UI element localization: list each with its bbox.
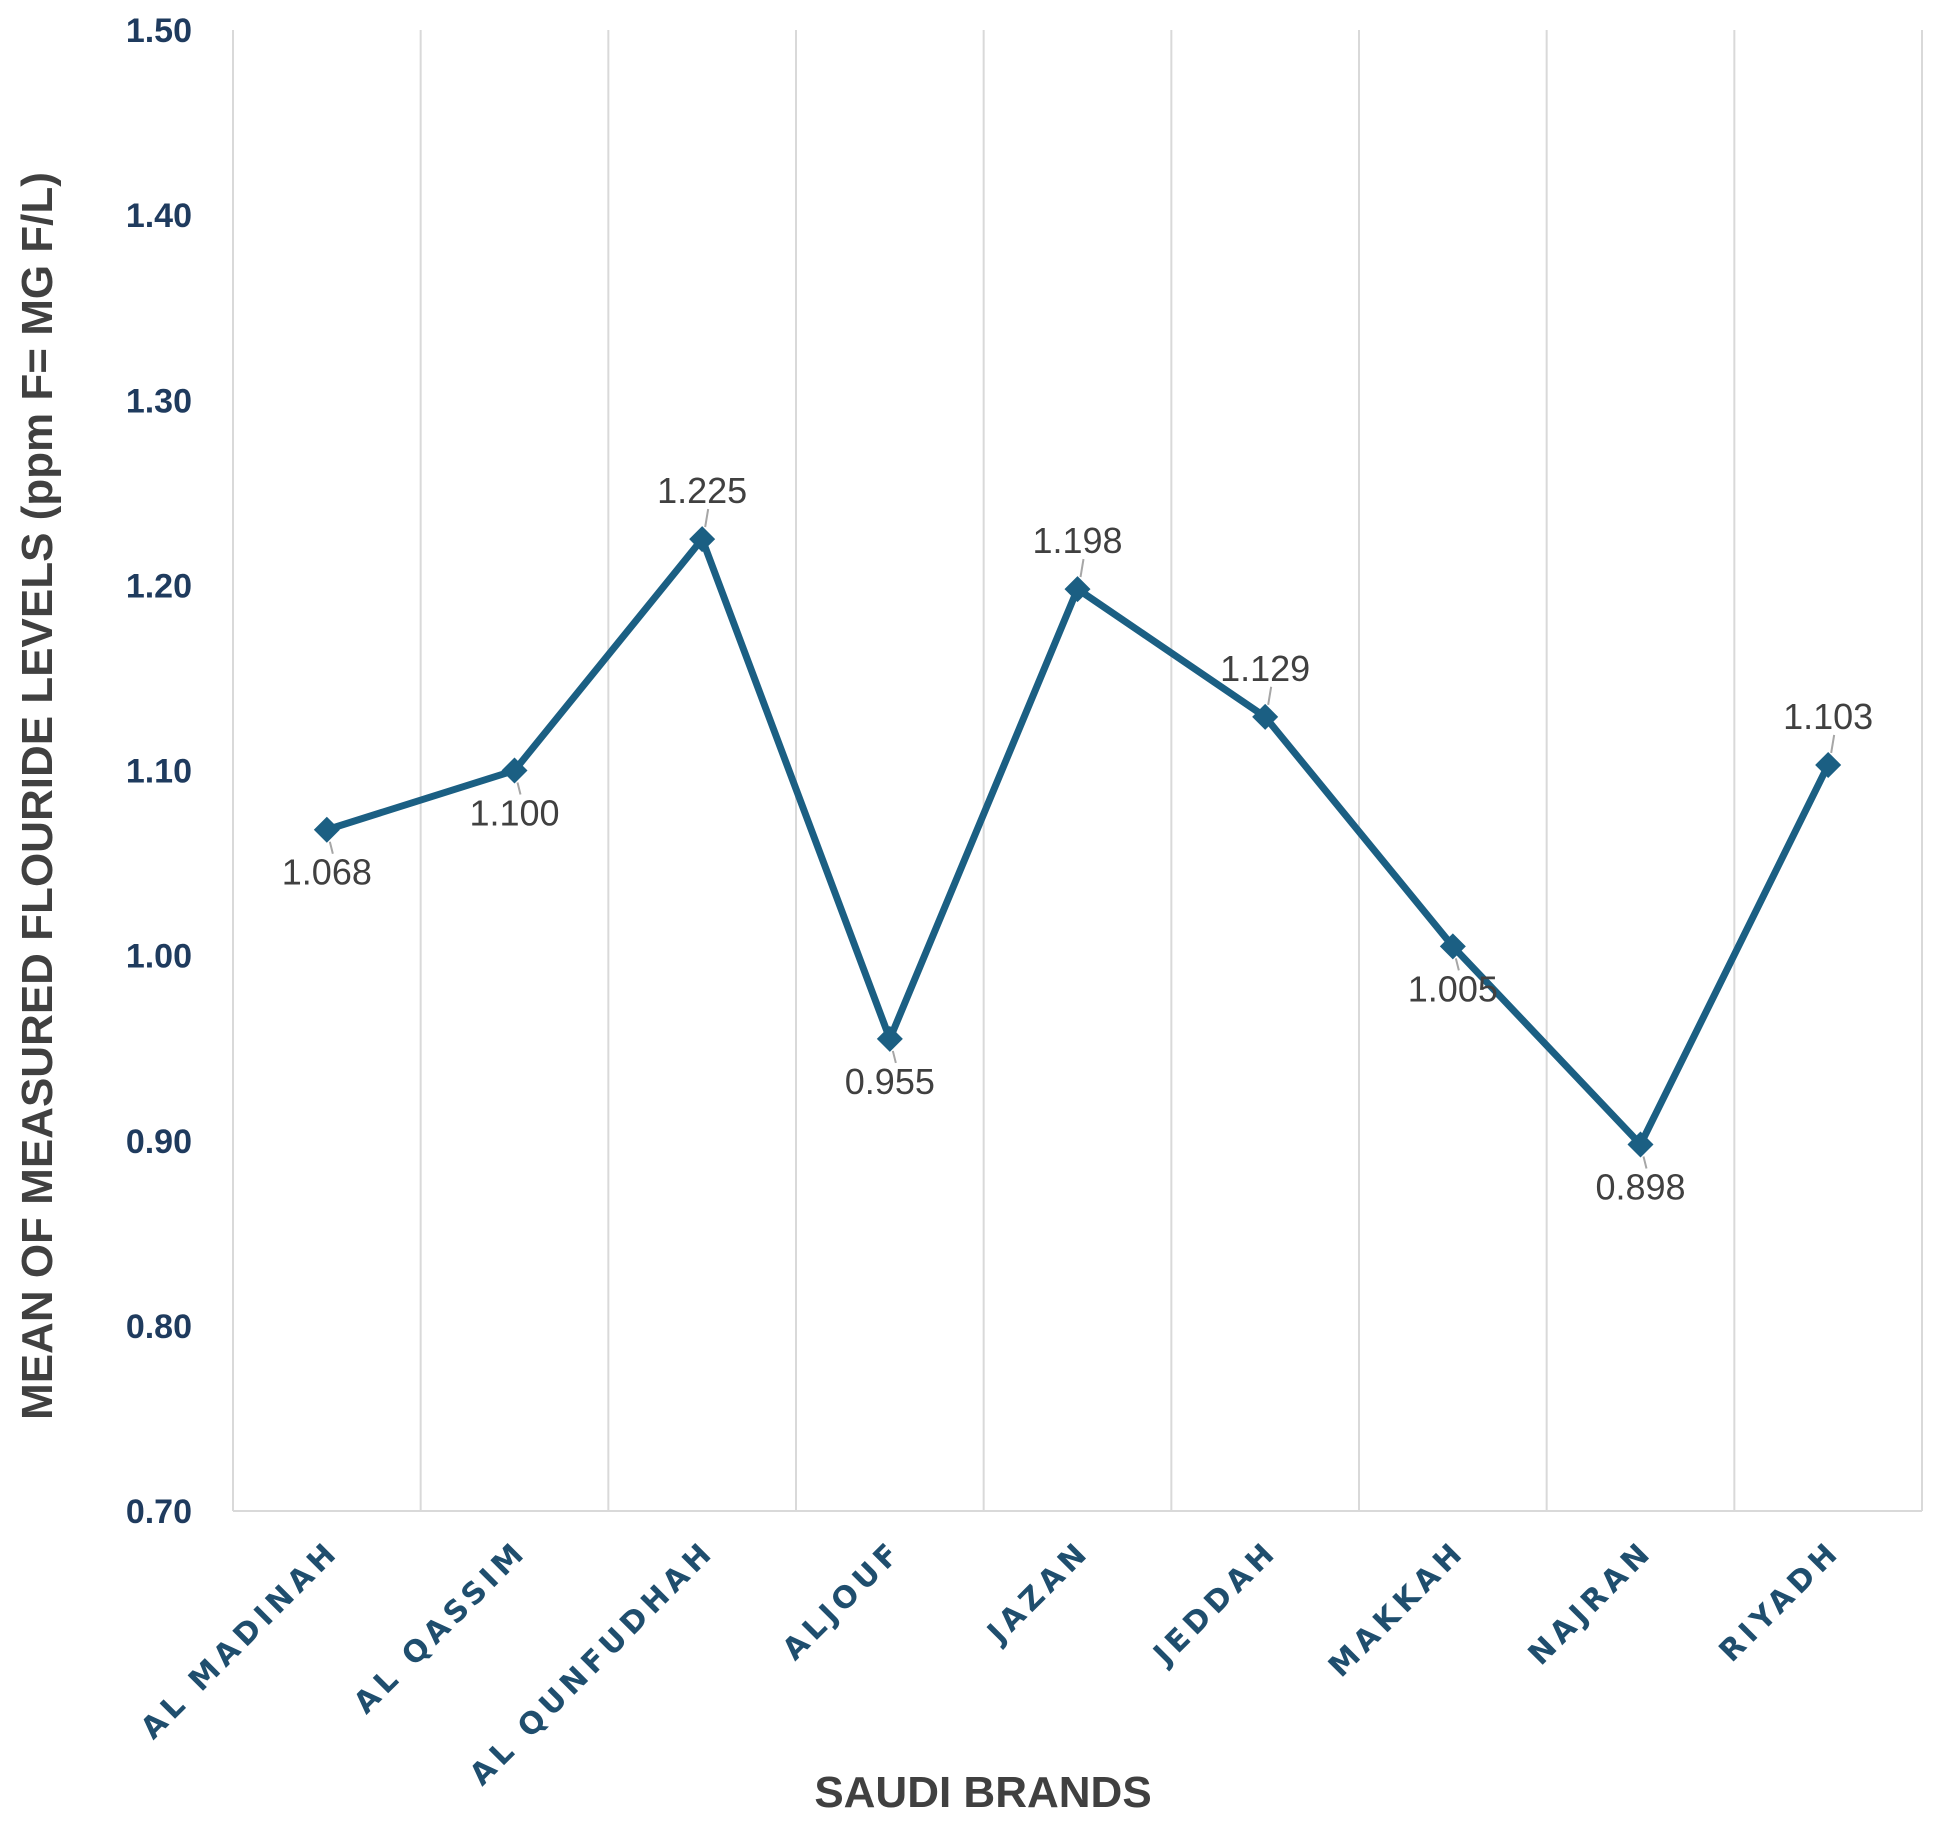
data-label-leader <box>516 782 522 795</box>
y-tick-label: 1.00 <box>126 938 192 976</box>
data-label-leader <box>1830 734 1836 754</box>
y-tick-label: 1.10 <box>126 753 192 791</box>
data-label: 1.103 <box>1783 696 1873 737</box>
y-tick-label: 0.90 <box>126 1123 192 1161</box>
y-axis-title: MEAN OF MEASURED FLOURIDE LEVELS (ppm F=… <box>13 172 62 1420</box>
marker-layer <box>313 526 1842 1158</box>
data-point-marker <box>1439 933 1466 960</box>
data-label: 1.100 <box>469 793 559 834</box>
x-tick-label: NAJRAN <box>1522 1534 1661 1673</box>
data-point-marker <box>689 526 716 553</box>
y-tick-label: 1.20 <box>126 567 192 605</box>
x-tick-label: AL QASSIM <box>347 1534 534 1721</box>
data-label-leader <box>891 1050 897 1064</box>
data-label: 0.955 <box>845 1061 935 1102</box>
y-tick-labels: 0.70 0.80 0.90 1.00 1.10 1.20 1.30 1.40 1.50 <box>126 12 192 1531</box>
data-label-leader <box>704 508 710 528</box>
y-tick-label: 0.80 <box>126 1308 192 1346</box>
y-tick-label: 1.50 <box>126 12 192 50</box>
y-tick-label: 1.40 <box>126 197 192 235</box>
data-point-marker <box>1627 1131 1654 1158</box>
data-point-marker <box>1064 576 1091 603</box>
x-tick-label: MAKKAH <box>1322 1534 1473 1685</box>
data-point-marker <box>876 1025 903 1052</box>
series-line <box>325 535 1832 1148</box>
data-label: 1.225 <box>657 470 747 511</box>
data-label: 1.068 <box>282 852 372 893</box>
x-axis-title: SAUDI BRANDS <box>814 1768 1151 1817</box>
y-tick-label: 1.30 <box>126 382 192 420</box>
data-label-layer: 1.068 1.100 1.225 0.955 1.198 1.129 1.005 0.898… <box>282 470 1873 1207</box>
series-layer <box>325 535 1832 1148</box>
x-tick-label: JEDDAH <box>1146 1534 1285 1673</box>
data-label: 1.198 <box>1032 520 1122 561</box>
data-label-leader <box>1454 958 1460 971</box>
data-label: 1.129 <box>1220 648 1310 689</box>
x-tick-label: JAZAN <box>979 1534 1097 1652</box>
data-point-marker <box>501 757 528 784</box>
data-label: 0.898 <box>1595 1166 1685 1207</box>
data-label-leader <box>1079 558 1085 578</box>
data-label-leader <box>1267 686 1273 705</box>
data-label-leader <box>328 841 334 854</box>
y-tick-label: 0.70 <box>126 1493 192 1531</box>
data-label-leader <box>1642 1156 1648 1169</box>
grid-layer <box>232 30 1923 1512</box>
x-tick-label: ALJOUF <box>776 1534 910 1668</box>
data-point-marker <box>313 816 340 843</box>
data-label: 1.005 <box>1408 968 1498 1009</box>
data-point-marker <box>1815 751 1842 778</box>
data-point-marker <box>1252 703 1279 730</box>
x-tick-label: RIYADH <box>1713 1534 1848 1669</box>
x-tick-label: AL MADINAH <box>134 1534 346 1746</box>
